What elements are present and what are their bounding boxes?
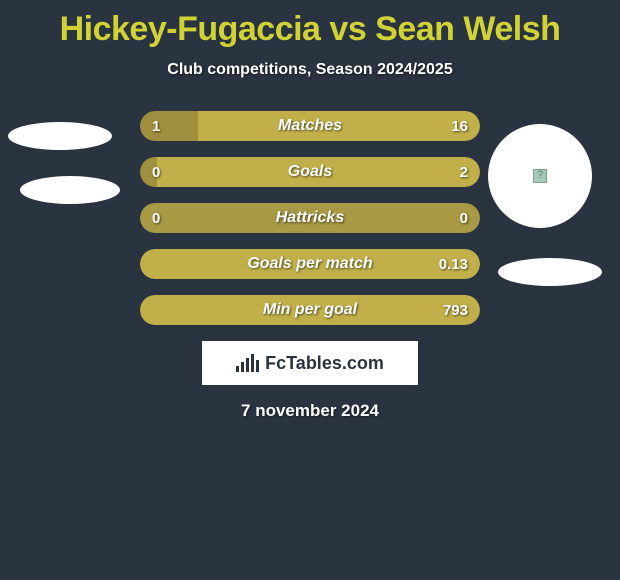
player-left-shadow <box>8 122 112 150</box>
stat-label: Goals <box>140 163 480 181</box>
player-right-shadow <box>498 258 602 286</box>
page-title: Hickey-Fugaccia vs Sean Welsh <box>0 0 620 49</box>
stat-row: 00Hattricks <box>140 203 480 233</box>
stat-row: 02Goals <box>140 157 480 187</box>
stat-bars: 116Matches 02Goals 00Hattricks 0.13Goals pe… <box>140 111 480 325</box>
logo-text: FcTables.com <box>265 353 384 374</box>
source-logo: FcTables.com <box>202 341 418 385</box>
stat-label: Hattricks <box>140 209 480 227</box>
player-left-shadow <box>20 176 120 204</box>
stat-label: Min per goal <box>140 301 480 319</box>
date-line: 7 november 2024 <box>0 401 620 421</box>
stat-row: 0.13Goals per match <box>140 249 480 279</box>
stat-row: 116Matches <box>140 111 480 141</box>
image-placeholder-icon <box>533 169 547 183</box>
stat-row: 793Min per goal <box>140 295 480 325</box>
logo-bars-icon <box>236 354 259 372</box>
subtitle: Club competitions, Season 2024/2025 <box>0 61 620 79</box>
stat-label: Goals per match <box>140 255 480 273</box>
stat-label: Matches <box>140 117 480 135</box>
player-right-avatar <box>488 124 592 228</box>
